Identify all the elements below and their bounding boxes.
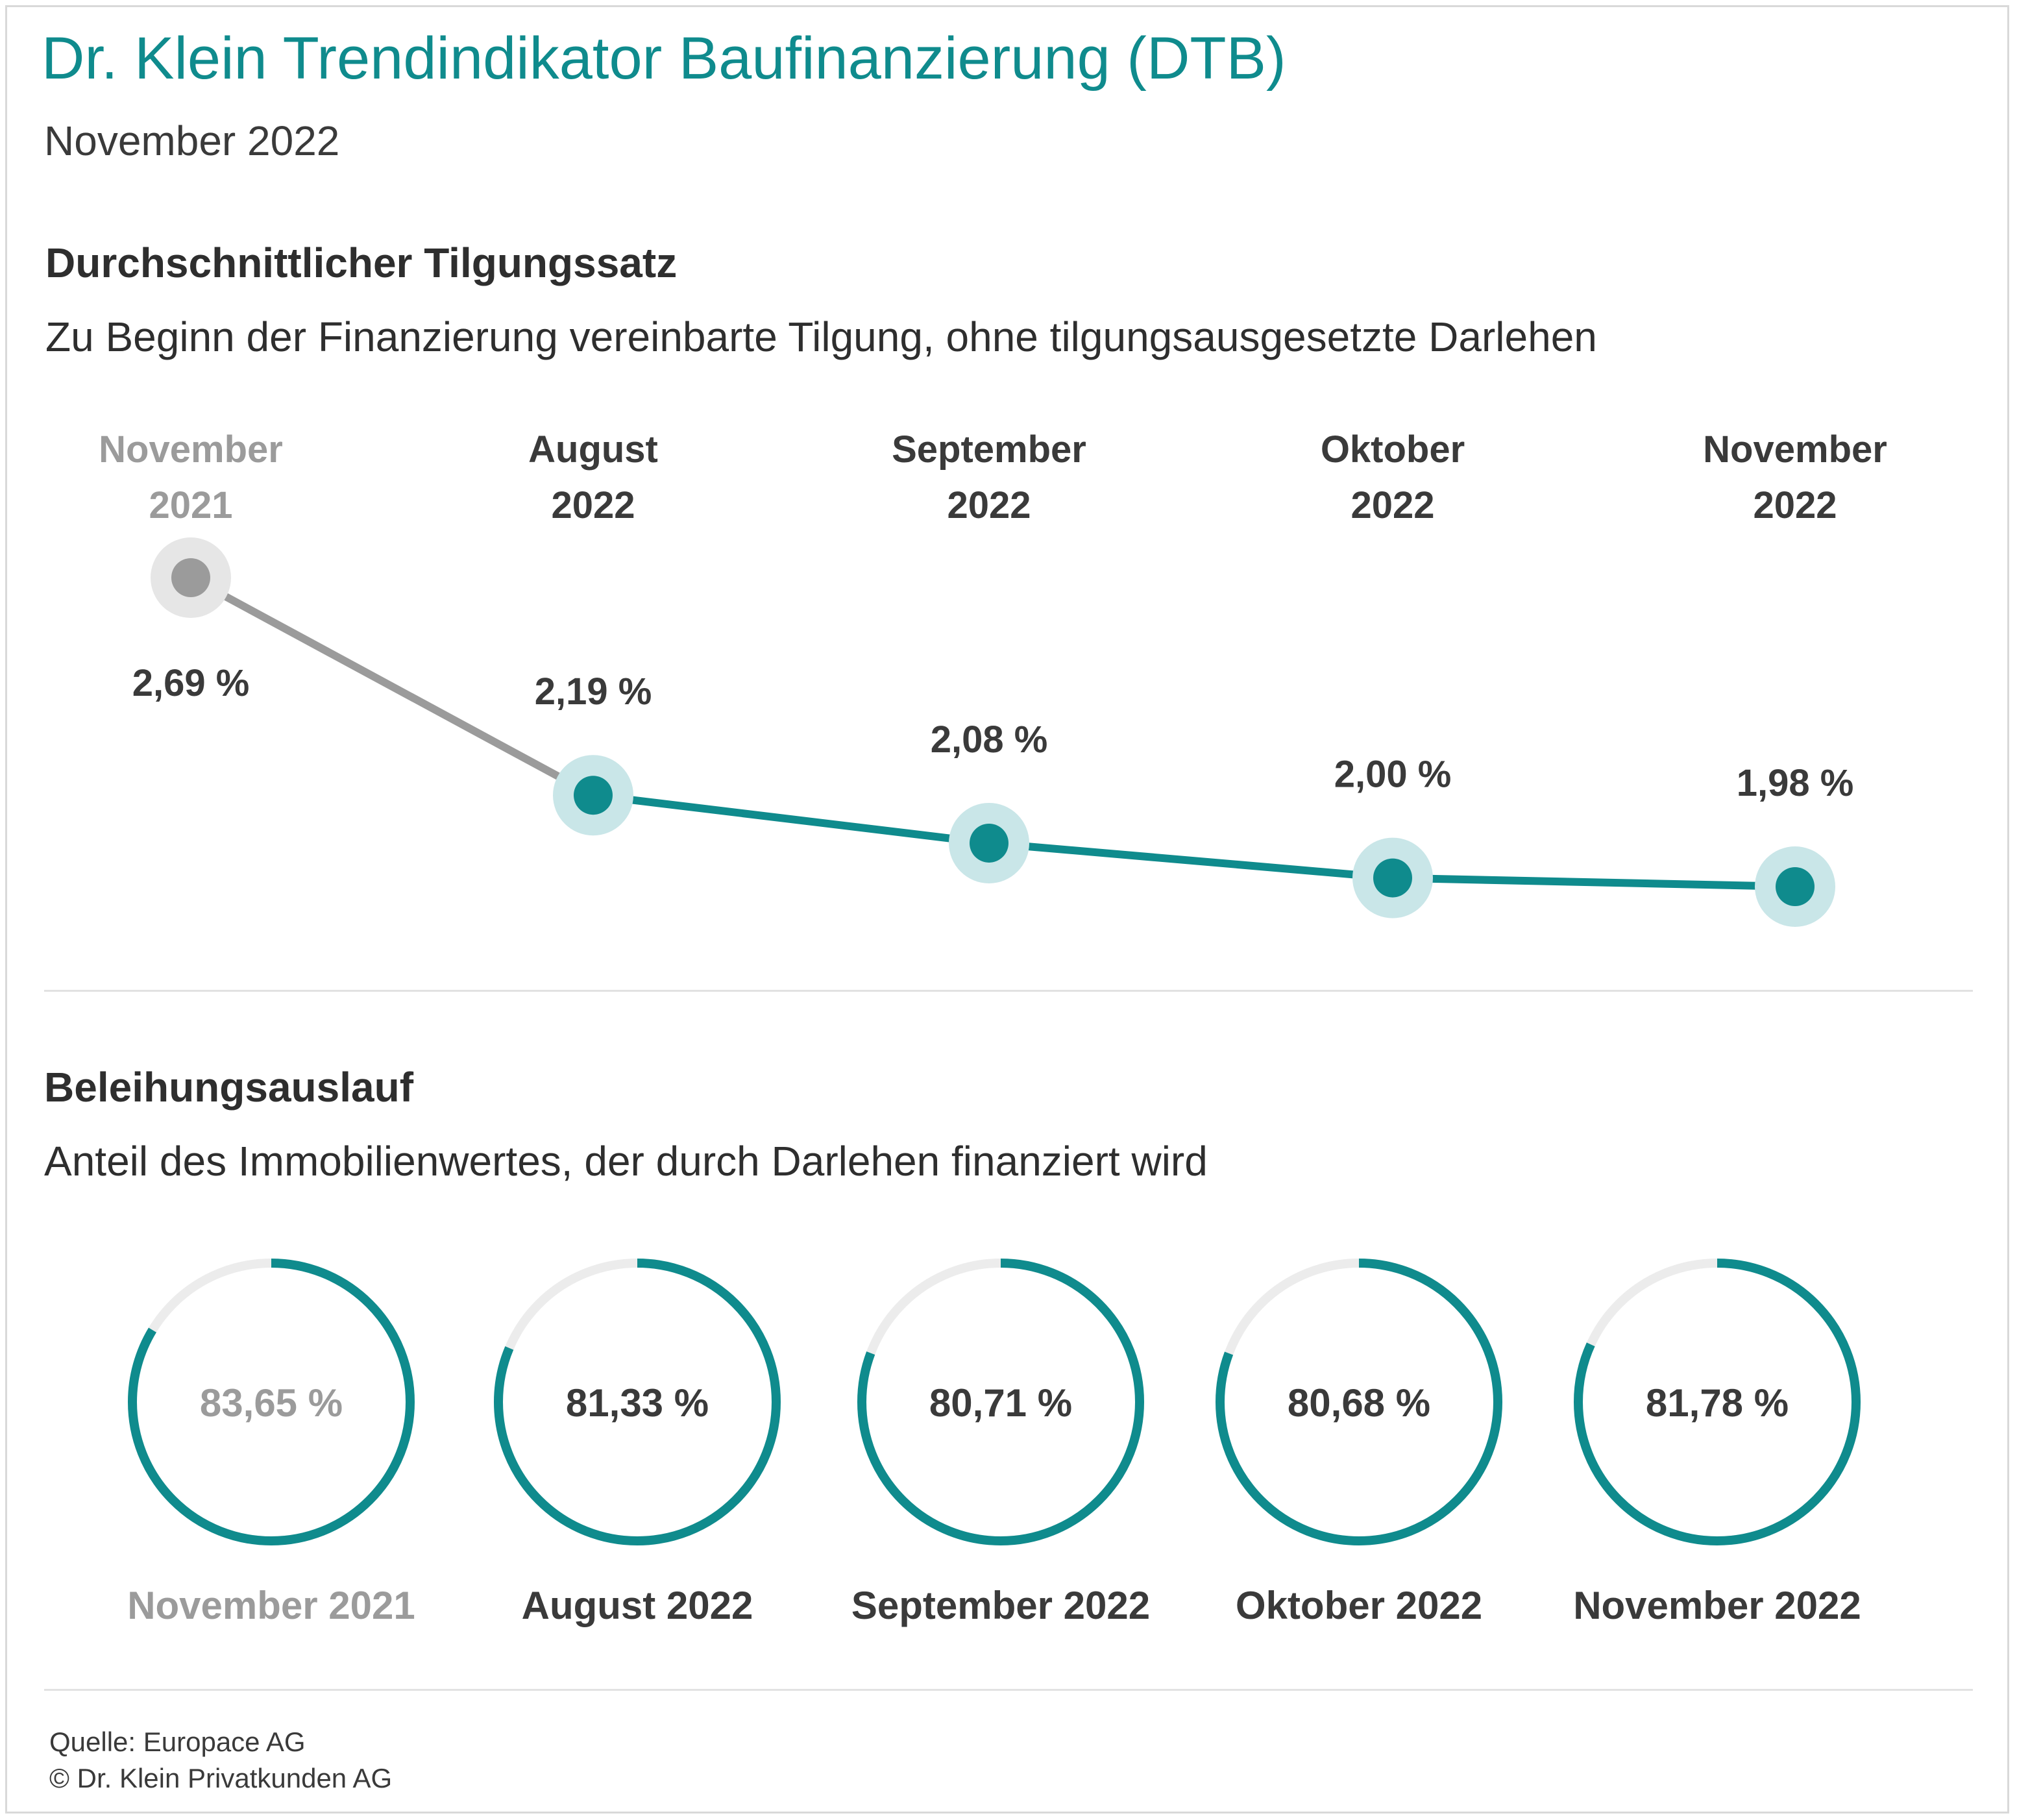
category-label-3-1: 2022	[1351, 484, 1434, 526]
section-description-tilgung: Zu Beginn der Finanzierung vereinbarte T…	[45, 314, 1597, 360]
category-label-2-0: September	[892, 428, 1086, 471]
category-label-4-1: 2022	[1753, 484, 1837, 526]
line-segment-3	[1389, 874, 1799, 891]
ring-arc-0	[128, 1259, 415, 1545]
category-label-2-1: 2022	[947, 484, 1031, 526]
category-label-0-0: November	[99, 428, 283, 471]
data-point-4	[1776, 867, 1815, 906]
ring-value-1: 81,33 %	[566, 1381, 709, 1425]
copyright-note: © Dr. Klein Privatkunden AG	[49, 1763, 393, 1793]
ring-value-3: 80,68 %	[1288, 1381, 1430, 1425]
value-label-2: 2,08 %	[931, 719, 1048, 761]
footer-divider	[44, 1689, 1973, 1691]
page-title: Dr. Klein Trendindikator Baufinanzierung…	[42, 25, 1286, 92]
ring-label-4: November 2022	[1573, 1584, 1861, 1627]
category-label-1-0: August	[528, 428, 658, 471]
ring-label-2: September 2022	[851, 1584, 1150, 1627]
section-heading-beleihung: Beleihungsauslauf	[44, 1064, 413, 1111]
data-point-2	[970, 823, 1008, 863]
page-subtitle: November 2022	[44, 117, 340, 164]
chart-frame	[5, 5, 2009, 1814]
data-point-1	[574, 776, 613, 815]
line-chart: November 2021 August 2022 September 2022 Oktob…	[99, 428, 1887, 927]
ring-arc-4	[1574, 1259, 1861, 1545]
source-note: Quelle: Europace AG	[49, 1727, 306, 1757]
ring-chart: 83,65 % November 2021 81,33 % August 2022 80…	[127, 1259, 1861, 1627]
line-segment-0	[187, 574, 597, 800]
category-label-4-0: November	[1703, 428, 1887, 471]
value-label-0: 2,69 %	[132, 662, 250, 704]
category-label-1-1: 2022	[551, 484, 635, 526]
ring-label-1: August 2022	[522, 1584, 753, 1627]
ring-label-3: Oktober 2022	[1236, 1584, 1482, 1627]
section-heading-tilgung: Durchschnittlicher Tilgungssatz	[45, 240, 678, 286]
category-label-0-1: 2021	[149, 484, 232, 526]
line-segment-1	[589, 791, 993, 847]
ring-value-2: 80,71 %	[929, 1381, 1072, 1425]
ring-value-4: 81,78 %	[1646, 1381, 1789, 1425]
ring-arc-1	[494, 1259, 781, 1545]
ring-arc-2	[857, 1259, 1144, 1545]
data-point-0	[171, 558, 210, 597]
section-description-beleihung: Anteil des Immobilienwertes, der durch D…	[44, 1138, 1208, 1185]
ring-value-0: 83,65 %	[200, 1381, 343, 1425]
ring-arc-3	[1216, 1259, 1502, 1545]
ring-label-0: November 2021	[127, 1584, 415, 1627]
line-segment-2	[985, 839, 1397, 882]
value-label-1: 2,19 %	[535, 670, 652, 713]
category-label-3-0: Oktober	[1321, 428, 1465, 471]
section-divider	[44, 990, 1973, 992]
value-label-3: 2,00 %	[1334, 754, 1452, 796]
data-point-3	[1373, 858, 1412, 898]
value-label-4: 1,98 %	[1737, 762, 1854, 804]
